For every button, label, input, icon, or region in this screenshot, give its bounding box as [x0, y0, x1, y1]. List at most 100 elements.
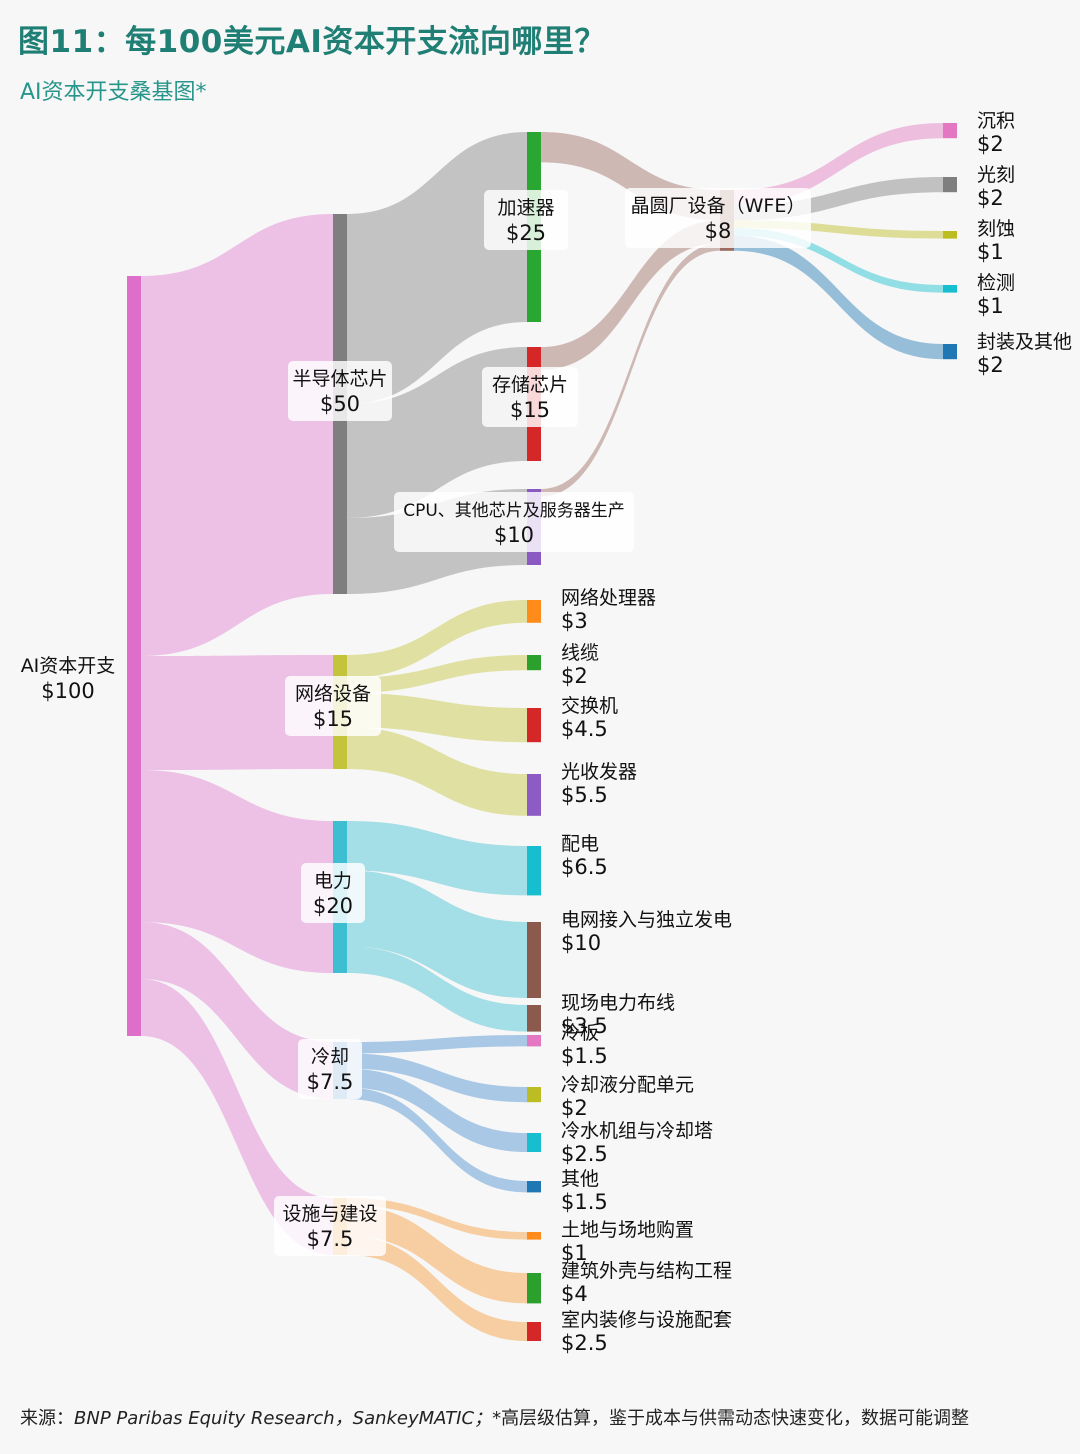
- node-value-pkg: $2: [977, 353, 1004, 377]
- link-net-nproc: [347, 600, 527, 678]
- node-label-box-accel: [484, 190, 568, 250]
- node-bar-other: [527, 1181, 541, 1193]
- node-name-cpu: CPU、其他芯片及服务器生产: [403, 501, 625, 521]
- node-value-other: $1.5: [561, 1190, 608, 1214]
- node-value-semi: $50: [320, 392, 360, 416]
- node-bar-grid: [527, 922, 541, 998]
- node-bar-cdu: [527, 1087, 541, 1103]
- node-name-switch: 交换机: [561, 695, 618, 717]
- node-bar-etch: [943, 231, 957, 239]
- node-value-accel: $25: [506, 221, 546, 245]
- node-name-accel: 加速器: [497, 197, 554, 219]
- footnote-note: *高层级估算，鉴于成本与供需动态快速变化，数据可能调整: [492, 1408, 970, 1429]
- sankey-chart: AI资本开支$100半导体芯片$50网络设备$15电力$20冷却$7.5设施与建…: [21, 110, 1072, 1355]
- node-name-fitout: 室内装修与设施配套: [561, 1309, 732, 1331]
- node-name-cable: 线缆: [561, 642, 599, 664]
- node-bar-capex: [127, 276, 141, 1036]
- link-capex-power: [141, 770, 333, 973]
- node-value-fitout: $2.5: [561, 1331, 608, 1355]
- link-capex-semi: [141, 214, 333, 656]
- node-bar-dep: [943, 123, 957, 139]
- node-name-land: 土地与场地购置: [561, 1219, 694, 1241]
- node-bar-optic: [527, 774, 541, 816]
- link-wfe-pkg: [734, 235, 943, 360]
- node-bar-fitout: [527, 1322, 541, 1341]
- node-name-net: 网络设备: [295, 683, 371, 705]
- link-wfe-dep: [734, 123, 943, 206]
- node-value-wiring: $3.5: [561, 1014, 608, 1038]
- node-name-grid: 电网接入与独立发电: [561, 909, 732, 931]
- node-name-insp: 检测: [977, 272, 1015, 294]
- sankey-labels: AI资本开支$100半导体芯片$50网络设备$15电力$20冷却$7.5设施与建…: [21, 110, 1072, 1355]
- link-power-grid: [347, 870, 527, 998]
- node-name-capex: AI资本开支: [21, 655, 116, 677]
- node-value-shell: $4: [561, 1282, 588, 1306]
- node-label-box-cool: [298, 1039, 362, 1099]
- node-name-dist: 配电: [561, 833, 599, 855]
- node-bar-switch: [527, 708, 541, 743]
- node-value-net: $15: [313, 707, 353, 731]
- node-value-optic: $5.5: [561, 783, 608, 807]
- node-bar-chiller: [527, 1133, 541, 1152]
- link-net-switch: [347, 693, 527, 743]
- node-name-shell: 建筑外壳与结构工程: [561, 1260, 732, 1282]
- node-name-power: 电力: [314, 870, 352, 892]
- node-value-land: $1: [561, 1241, 588, 1265]
- node-bar-pkg: [943, 344, 957, 360]
- node-label-box-wfe: [625, 188, 811, 248]
- node-bar-dist: [527, 846, 541, 896]
- node-bar-land: [527, 1232, 541, 1240]
- link-fac-shell: [347, 1205, 527, 1304]
- link-cool-cdu: [347, 1053, 527, 1103]
- node-bar-cable: [527, 655, 541, 671]
- node-label-box-fac: [274, 1196, 386, 1256]
- node-value-capex: $100: [41, 679, 94, 703]
- link-cpu-wfe: [541, 243, 720, 497]
- link-capex-cool: [141, 922, 333, 1099]
- node-value-cable: $2: [561, 664, 588, 688]
- node-value-wfe: $8: [705, 219, 732, 243]
- node-name-wiring: 现场电力布线: [561, 992, 675, 1014]
- chart-subtitle: AI资本开支桑基图*: [20, 80, 207, 105]
- node-name-wfe: 晶圆厂设备（WFE）: [631, 195, 806, 217]
- node-name-optic: 光收发器: [561, 761, 637, 783]
- node-value-dist: $6.5: [561, 855, 608, 879]
- node-value-cool: $7.5: [307, 1070, 354, 1094]
- node-value-etch: $1: [977, 240, 1004, 264]
- node-name-chiller: 冷水机组与冷却塔: [561, 1120, 713, 1142]
- node-name-etch: 刻蚀: [977, 218, 1015, 240]
- node-name-fac: 设施与建设: [282, 1203, 377, 1225]
- node-name-cold: 冷板: [561, 1022, 599, 1044]
- node-name-litho: 光刻: [977, 164, 1015, 186]
- node-name-pkg: 封装及其他: [977, 331, 1072, 353]
- link-semi-accel: [347, 132, 527, 404]
- node-name-mem: 存储芯片: [492, 374, 568, 396]
- node-value-fac: $7.5: [307, 1227, 354, 1251]
- link-net-optic: [347, 727, 527, 816]
- node-value-switch: $4.5: [561, 717, 608, 741]
- footnote-prefix: 来源：: [20, 1408, 74, 1429]
- node-value-insp: $1: [977, 294, 1004, 318]
- node-value-power: $20: [313, 894, 353, 918]
- link-mem-wfe: [541, 220, 720, 370]
- footnote: 来源：BNP Paribas Equity Research，SankeyMAT…: [20, 1404, 1060, 1430]
- link-cool-other: [347, 1087, 527, 1193]
- node-value-litho: $2: [977, 186, 1004, 210]
- node-name-semi: 半导体芯片: [292, 368, 387, 390]
- node-value-nproc: $3: [561, 609, 588, 633]
- node-value-cold: $1.5: [561, 1044, 608, 1068]
- node-label-box-semi: [288, 361, 392, 421]
- link-power-dist: [347, 821, 527, 896]
- node-value-cdu: $2: [561, 1096, 588, 1120]
- node-label-box-net: [285, 676, 381, 736]
- node-name-cdu: 冷却液分配单元: [561, 1074, 694, 1096]
- link-fac-fitout: [347, 1236, 527, 1341]
- node-name-dep: 沉积: [977, 110, 1015, 132]
- link-power-wiring: [347, 946, 527, 1032]
- chart-title: 图11：每100美元AI资本开支流向哪里？: [18, 24, 606, 60]
- link-cool-chiller: [347, 1068, 527, 1152]
- node-label-box-mem: [482, 367, 578, 427]
- node-bar-nproc: [527, 600, 541, 623]
- node-value-cpu: $10: [494, 523, 534, 547]
